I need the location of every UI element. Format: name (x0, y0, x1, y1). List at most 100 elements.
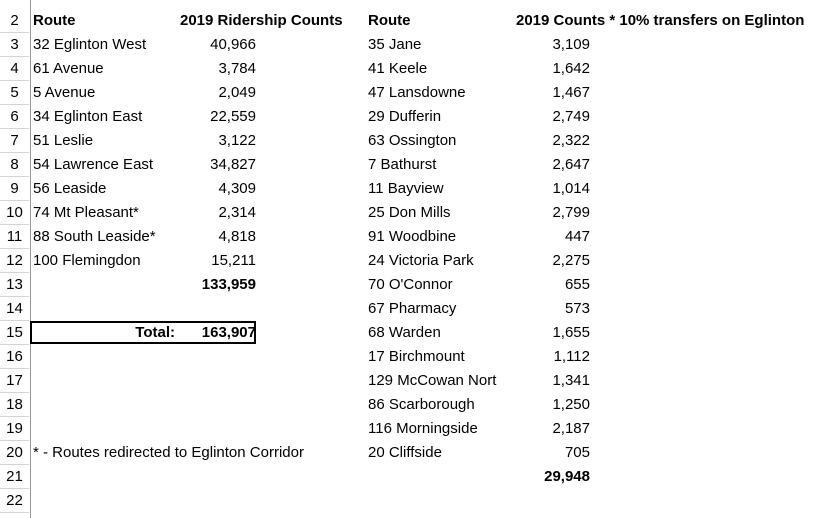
row-number[interactable]: 13 (0, 273, 29, 297)
row-number[interactable]: 20 (0, 441, 29, 465)
right-route-count[interactable]: 655 (564, 276, 590, 293)
right-route-count[interactable]: 2,187 (552, 420, 590, 437)
left-route-count[interactable]: 40,966 (210, 36, 256, 53)
row-number[interactable]: 7 (0, 129, 29, 153)
left-route-name[interactable]: 51 Leslie (33, 132, 94, 149)
row-number[interactable]: 18 (0, 393, 29, 417)
right-route-count[interactable]: 1,467 (552, 84, 590, 101)
right-route-count[interactable]: 1,655 (552, 324, 590, 341)
right-route-name[interactable]: 29 Dufferin (368, 108, 442, 125)
left-route-name[interactable]: 32 Eglinton West (33, 36, 147, 53)
right-route-count[interactable]: 2,322 (552, 132, 590, 149)
sheet-row: 74 Mt Pleasant* 2,314 25 Don Mills 2,799 (30, 201, 833, 225)
left-route-name[interactable]: 61 Avenue (33, 60, 104, 77)
right-route-name[interactable]: 35 Jane (368, 36, 422, 53)
sheet-row: 100 Flemingdon 15,211 24 Victoria Park 2,27… (30, 249, 833, 273)
left-route-count[interactable]: 3,784 (218, 60, 256, 77)
left-route-name[interactable]: 5 Avenue (33, 84, 96, 101)
row-number[interactable]: 16 (0, 345, 29, 369)
sheet-row: 34 Eglinton East 22,559 29 Dufferin 2,749 (30, 105, 833, 129)
right-route-name[interactable]: 67 Pharmacy (368, 300, 457, 317)
left-subtotal[interactable]: 133,959 (201, 276, 256, 293)
row-number[interactable]: 11 (0, 225, 29, 249)
right-route-count[interactable]: 1,014 (552, 180, 590, 197)
left-route-name[interactable]: 56 Leaside (33, 180, 107, 197)
row-number[interactable]: 19 (0, 417, 29, 441)
right-route-count[interactable]: 2,647 (552, 156, 590, 173)
right-total[interactable]: 29,948 (544, 468, 590, 485)
right-route-name[interactable]: 25 Don Mills (368, 204, 451, 221)
row-number[interactable]: 21 (0, 465, 29, 489)
left-route-count[interactable]: 4,309 (218, 180, 256, 197)
header-route-right[interactable]: Route (368, 12, 411, 29)
header-route-left[interactable]: Route (33, 12, 76, 29)
row-number[interactable]: 17 (0, 369, 29, 393)
left-route-count[interactable]: 22,559 (210, 108, 256, 125)
row-number[interactable]: 15 (0, 321, 29, 345)
total-value[interactable]: 163,907 (201, 324, 256, 341)
right-route-count[interactable]: 2,275 (552, 252, 590, 269)
row-number[interactable]: 9 (0, 177, 29, 201)
right-route-count[interactable]: 1,341 (552, 372, 590, 389)
left-route-name[interactable]: 74 Mt Pleasant* (33, 204, 139, 221)
right-route-name[interactable]: 11 Bayview (368, 180, 444, 197)
right-route-name[interactable]: 68 Warden (368, 324, 441, 341)
right-route-count[interactable]: 2,799 (552, 204, 590, 221)
footnote-text[interactable]: * - Routes redirected to Eglinton Corrid… (33, 444, 304, 461)
right-route-name[interactable]: 129 McCowan Nort (368, 372, 497, 389)
right-route-count[interactable]: 573 (564, 300, 590, 317)
total-label[interactable]: Total: (135, 324, 175, 341)
right-route-name[interactable]: 41 Keele (368, 60, 428, 77)
left-route-count[interactable]: 2,049 (218, 84, 256, 101)
left-route-name[interactable]: 100 Flemingdon (33, 252, 141, 269)
row-number[interactable]: 10 (0, 201, 29, 225)
total-cell-border (30, 321, 256, 344)
left-route-count[interactable]: 2,314 (218, 204, 256, 221)
row-number[interactable]: 14 (0, 297, 29, 321)
left-route-count[interactable]: 4,818 (218, 228, 256, 245)
right-route-name[interactable]: 70 O'Connor (368, 276, 453, 293)
right-route-count[interactable]: 1,250 (552, 396, 590, 413)
right-route-count[interactable]: 705 (564, 444, 590, 461)
row-number[interactable]: 8 (0, 153, 29, 177)
right-route-name[interactable]: 86 Scarborough (368, 396, 475, 413)
right-route-name[interactable]: 24 Victoria Park (368, 252, 474, 269)
row-number[interactable]: 5 (0, 81, 29, 105)
right-route-count[interactable]: 1,112 (553, 348, 590, 365)
right-route-name[interactable]: 7 Bathurst (368, 156, 437, 173)
sheet-row: 86 Scarborough 1,250 (30, 393, 833, 417)
sheet-row: 88 South Leaside* 4,818 91 Woodbine 447 (30, 225, 833, 249)
row-number[interactable]: 2 (0, 9, 29, 33)
right-route-count[interactable]: 1,642 (552, 60, 590, 77)
left-route-count[interactable]: 3,122 (218, 132, 256, 149)
left-route-name[interactable]: 88 South Leaside* (33, 228, 156, 245)
row-number[interactable]: 22 (0, 489, 29, 513)
sheet-row: 116 Morningside 2,187 (30, 417, 833, 441)
right-route-name[interactable]: 91 Woodbine (368, 228, 457, 245)
row-number[interactable]: 3 (0, 33, 29, 57)
right-route-name[interactable]: 116 Morningside (368, 420, 478, 437)
row-number[interactable]: 6 (0, 105, 29, 129)
row-number[interactable]: 12 (0, 249, 29, 273)
sheet-row: 56 Leaside 4,309 11 Bayview 1,014 (30, 177, 833, 201)
right-route-count[interactable]: 3,109 (552, 36, 590, 53)
left-route-name[interactable]: 54 Lawrence East (33, 156, 154, 173)
sheet-row: 133,959 70 O'Connor 655 (30, 273, 833, 297)
left-route-count[interactable]: 15,211 (211, 252, 256, 269)
header-counts-transfers[interactable]: 2019 Counts * 10% transfers on Eglinton (516, 12, 805, 29)
left-route-count[interactable]: 34,827 (210, 156, 256, 173)
right-route-name[interactable]: 20 Cliffside (368, 444, 442, 461)
row-number[interactable]: 4 (0, 57, 29, 81)
left-route-name[interactable]: 34 Eglinton East (33, 108, 143, 125)
sheet-row: * - Routes redirected to Eglinton Corrid… (30, 441, 833, 465)
header-ridership-counts[interactable]: 2019 Ridership Counts (180, 12, 343, 29)
sheet-row: 17 Birchmount 1,112 (30, 345, 833, 369)
right-route-name[interactable]: 63 Ossington (368, 132, 457, 149)
sheet-row: Total: 163,907 68 Warden 1,655 (30, 321, 833, 345)
right-route-count[interactable]: 447 (564, 228, 590, 245)
right-route-name[interactable]: 17 Birchmount (368, 348, 465, 365)
right-route-name[interactable]: 47 Lansdowne (368, 84, 466, 101)
sheet-row (30, 489, 833, 513)
right-route-count[interactable]: 2,749 (552, 108, 590, 125)
